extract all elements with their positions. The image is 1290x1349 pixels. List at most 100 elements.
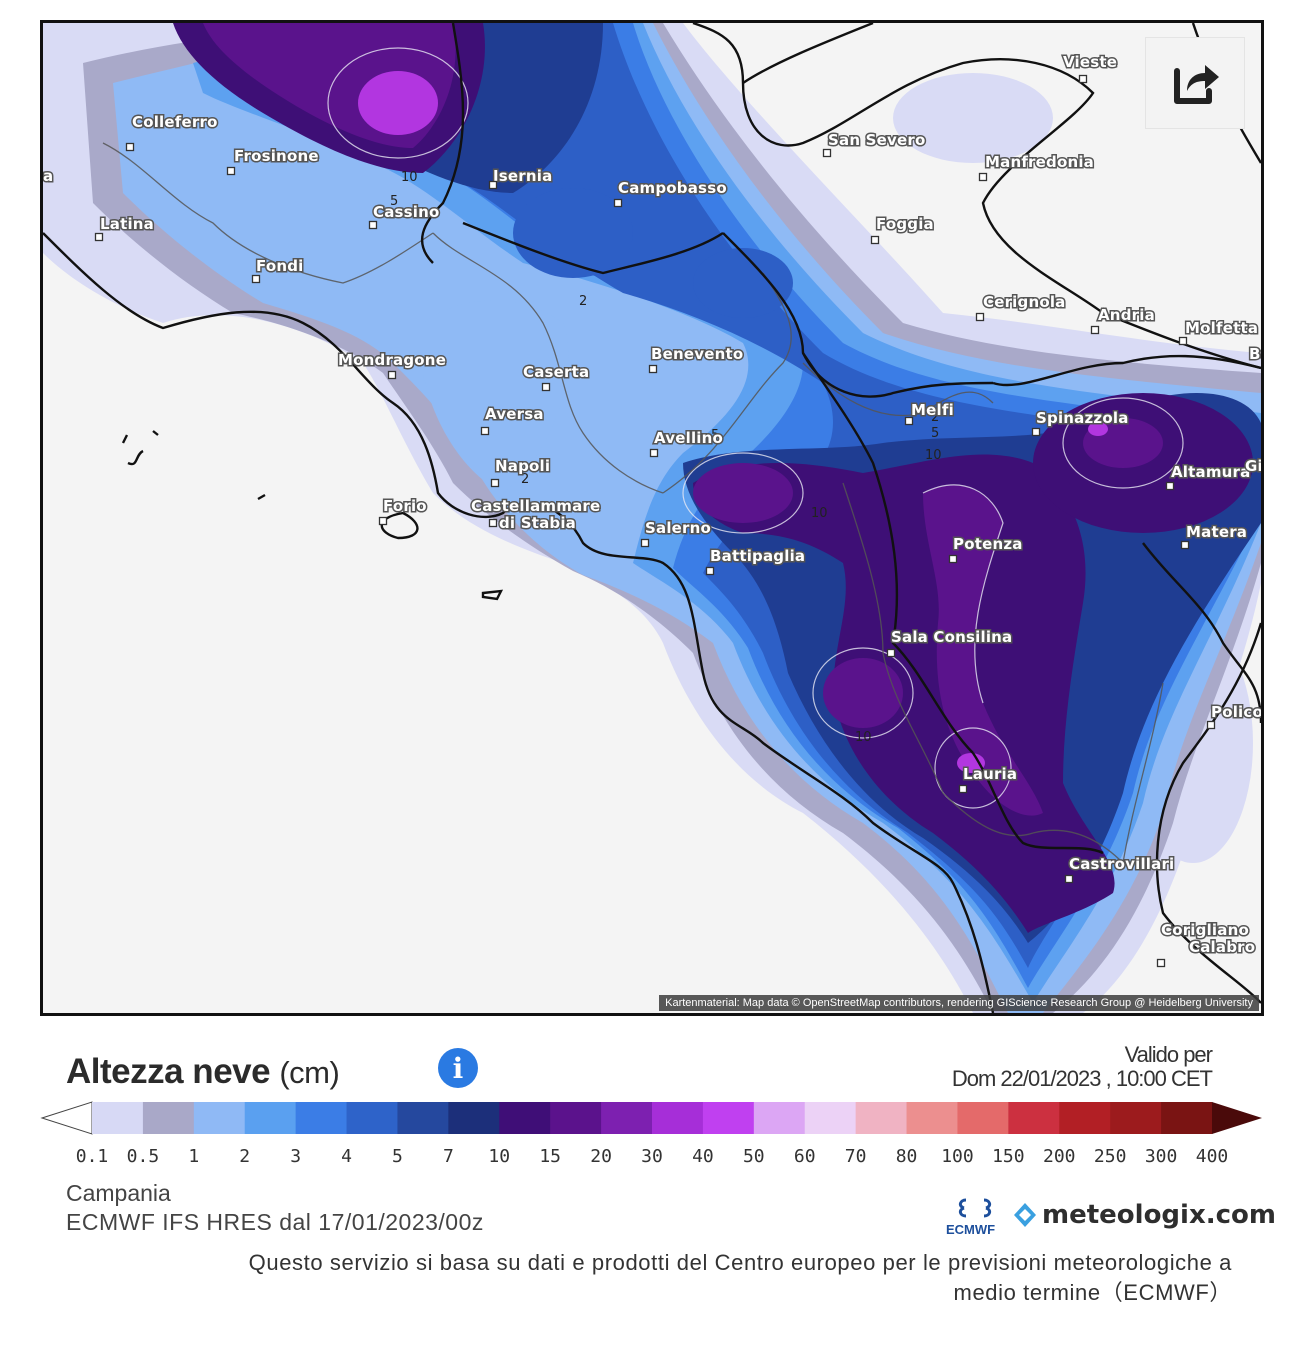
city-label: Sala Consilina — [891, 628, 1012, 646]
city-spinazzola: Spinazzola — [1031, 408, 1130, 437]
scale-bin — [92, 1102, 144, 1134]
valid-time: Valido per Dom 22/01/2023 , 10:00 CET — [952, 1043, 1213, 1091]
city-label: Caserta — [523, 363, 589, 381]
contour-label: 2 — [521, 472, 529, 487]
city-policoro: Policoro — [1206, 702, 1261, 730]
city-label: Aversa — [485, 405, 544, 423]
snow-field-30 — [358, 71, 1108, 773]
city-marker — [94, 232, 104, 242]
scale-bin — [142, 1102, 195, 1134]
contour-label: 10 — [855, 730, 872, 745]
scale-tick-label: 0.5 — [127, 1146, 160, 1167]
city-marker — [1165, 481, 1175, 491]
city-label: Napoli — [495, 457, 550, 475]
scale-tick-label: 5 — [392, 1146, 403, 1167]
scale-tick-label: 7 — [443, 1146, 454, 1167]
city-label: Melfi — [911, 401, 954, 419]
scale-bin — [1059, 1102, 1111, 1134]
coastline — [43, 23, 1261, 1013]
city-marker — [125, 142, 135, 152]
scale-bin — [804, 1102, 857, 1134]
scale-bin — [855, 1102, 908, 1134]
legend-unit: (cm) — [279, 1055, 340, 1090]
city-label: Spinazzola — [1036, 409, 1129, 427]
city-label: Molfetta — [1185, 319, 1258, 337]
scale-bin — [601, 1102, 653, 1134]
scale-bin — [906, 1102, 958, 1134]
scale-bin — [295, 1102, 348, 1134]
city-marker — [488, 518, 498, 528]
disclaimer-line-2: medio termine（ECMWF） — [953, 1280, 1232, 1305]
contour-label: 5 — [931, 426, 939, 441]
scale-tick-label: 10 — [488, 1146, 510, 1167]
city-label: di Stabia — [499, 514, 576, 532]
city-marker — [640, 538, 650, 548]
city-frosinone: Frosinone — [226, 146, 320, 176]
city-marker — [368, 220, 378, 230]
city-label: Policoro — [1211, 703, 1261, 721]
city-marker — [488, 180, 498, 190]
scale-tick-label: 100 — [941, 1146, 974, 1167]
edge-label: a — [43, 167, 53, 185]
scale-bin — [448, 1102, 500, 1134]
city-colleferro: Colleferro — [125, 112, 219, 152]
scale-tick-label: 20 — [590, 1146, 612, 1167]
meteologix-brand[interactable]: meteologix.com — [1012, 1200, 1276, 1230]
contour-label: 5 — [390, 194, 398, 209]
city-label: Cassino — [373, 203, 440, 221]
city-marker — [226, 166, 236, 176]
ecmwf-logo — [958, 1198, 992, 1218]
color-scale: 0.1 0.5 1 2 3 4 5 7 10 15 20 30 40 50 60 70 80 100 150 200 2… — [40, 1101, 1262, 1167]
city-marker — [870, 235, 880, 245]
scale-bin — [753, 1102, 806, 1134]
city-label: Cerignola — [983, 293, 1066, 311]
city-foggia: Foggia — [870, 214, 935, 245]
scale-tick-label: 1 — [188, 1146, 199, 1167]
city-marker — [649, 448, 659, 458]
scale-tick-label: 60 — [794, 1146, 816, 1167]
city-san-severo: San Severo — [822, 130, 927, 158]
city-marker — [1156, 958, 1166, 968]
info-icon[interactable]: i — [438, 1048, 478, 1088]
scale-bin — [957, 1102, 1009, 1134]
scale-tick-label: 200 — [1043, 1146, 1076, 1167]
city-latina: Latina — [94, 214, 155, 242]
city-marker — [975, 312, 985, 322]
city-vieste: Vieste — [1062, 52, 1118, 84]
scale-bin — [702, 1102, 755, 1134]
city-marker — [387, 370, 397, 380]
city-fondi: Fondi — [251, 256, 305, 284]
city-mondragone: Mondragone — [337, 350, 447, 380]
meteologix-icon — [1014, 1203, 1036, 1227]
brand-name: meteologix.com — [1042, 1200, 1276, 1230]
city-marker — [251, 274, 261, 284]
city-label: Frosinone — [234, 147, 319, 165]
edge-label: Gi — [1245, 457, 1261, 475]
city-marker — [1180, 540, 1190, 550]
city-label: Castrovillari — [1069, 855, 1174, 873]
legend-title-text: Altezza neve — [66, 1052, 271, 1091]
city-marker — [822, 148, 832, 158]
city-label: Castellammare — [471, 497, 600, 515]
city-label: Foggia — [876, 215, 934, 233]
legend-title: Altezza neve (cm) — [66, 1052, 340, 1092]
city-label: Avellino — [654, 429, 723, 447]
city-marker — [480, 426, 490, 436]
city-label: Colleferro — [132, 113, 218, 131]
city-cassino: Cassino — [368, 202, 441, 230]
city-label: Manfredonia — [985, 153, 1094, 171]
city-matera: Matera — [1180, 522, 1248, 550]
scale-bin — [397, 1102, 449, 1134]
share-button[interactable] — [1145, 37, 1245, 129]
city-marker — [705, 566, 715, 576]
scale-tick-label: 3 — [290, 1146, 301, 1167]
city-isernia: Isernia — [488, 166, 554, 190]
snow-depth-map[interactable]: 10 5 2 5 2 2 5 10 10 10 Colleferro Frosin… — [40, 20, 1264, 1016]
city-avellino: Avellino — [649, 428, 724, 458]
scale-tick-label: 30 — [641, 1146, 663, 1167]
city-label: Fondi — [256, 257, 304, 275]
city-marker — [1206, 720, 1216, 730]
city-cerignola: Cerignola — [975, 292, 1067, 322]
scale-bin — [1161, 1102, 1213, 1134]
